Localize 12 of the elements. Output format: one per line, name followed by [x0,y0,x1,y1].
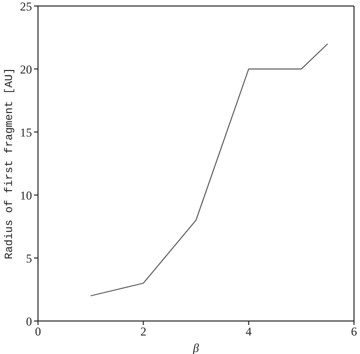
y-tick-label: 0 [26,314,32,328]
y-tick-label: 5 [26,251,32,266]
x-tick-label: 6 [351,324,357,339]
x-tick-label: 4 [246,324,252,339]
y-tick-label: 15 [20,125,32,140]
x-tick-label: 0 [35,324,41,339]
y-tick-label: 25 [20,0,32,14]
y-tick-label: 20 [20,62,32,76]
y-tick-label: 10 [20,188,32,202]
x-tick-label: 2 [140,324,146,339]
y-axis-title: Radius of first fragment [AU] [4,68,16,260]
line-series [90,43,328,296]
